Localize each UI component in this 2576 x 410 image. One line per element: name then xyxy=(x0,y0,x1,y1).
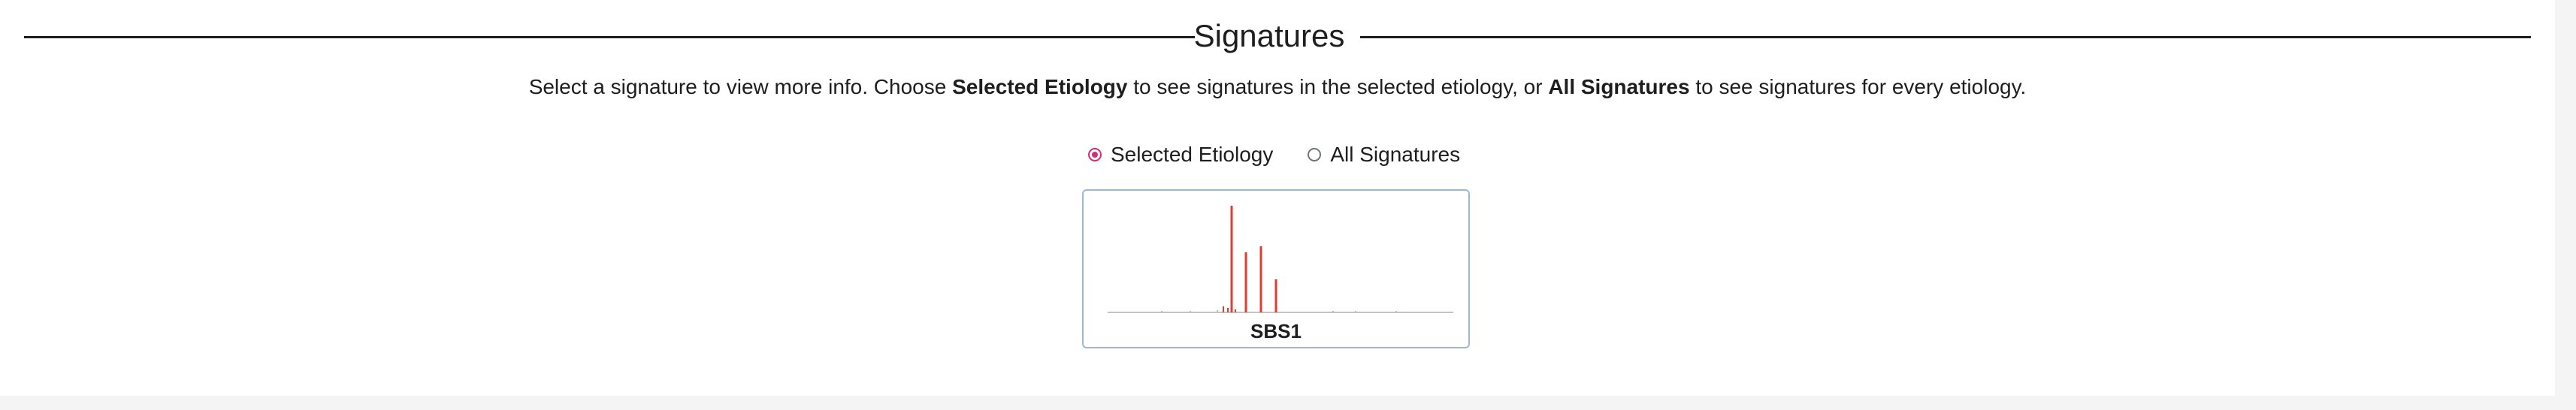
instructions-part-1: Select a signature to view more info. Ch… xyxy=(528,75,953,98)
instructions-bold-all-signatures: All Signatures xyxy=(1548,75,1690,98)
section-title: Signatures xyxy=(1193,18,1345,53)
instructions-part-3: to see signatures for every etiology. xyxy=(1689,75,2027,98)
instructions-bold-selected-etiology: Selected Etiology xyxy=(952,75,1128,98)
radio-all-signatures[interactable]: All Signatures xyxy=(1308,143,1460,167)
signature-scope-radio-group: Selected Etiology All Signatures xyxy=(1088,140,1495,170)
radio-all-signatures-label: All Signatures xyxy=(1330,143,1461,166)
radio-selected-etiology-indicator[interactable] xyxy=(1088,148,1102,161)
divider-line-right xyxy=(1360,36,2531,38)
radio-all-signatures-indicator[interactable] xyxy=(1308,148,1322,161)
radio-selected-etiology[interactable]: Selected Etiology xyxy=(1088,143,1273,167)
signature-card-sbs1[interactable]: SBS1 xyxy=(1082,189,1470,348)
signature-card-label: SBS1 xyxy=(1250,320,1302,342)
instructions-text: Select a signature to view more info. Ch… xyxy=(0,72,2555,102)
divider-line-left xyxy=(24,36,1195,38)
signature-thumbnail-chart xyxy=(1108,206,1453,313)
scrollbar-track[interactable] xyxy=(2555,0,2576,396)
signatures-panel: Signatures Select a signature to view mo… xyxy=(0,0,2555,396)
radio-selected-etiology-label: Selected Etiology xyxy=(1111,143,1274,166)
instructions-part-2: to see signatures in the selected etiolo… xyxy=(1127,75,1549,98)
